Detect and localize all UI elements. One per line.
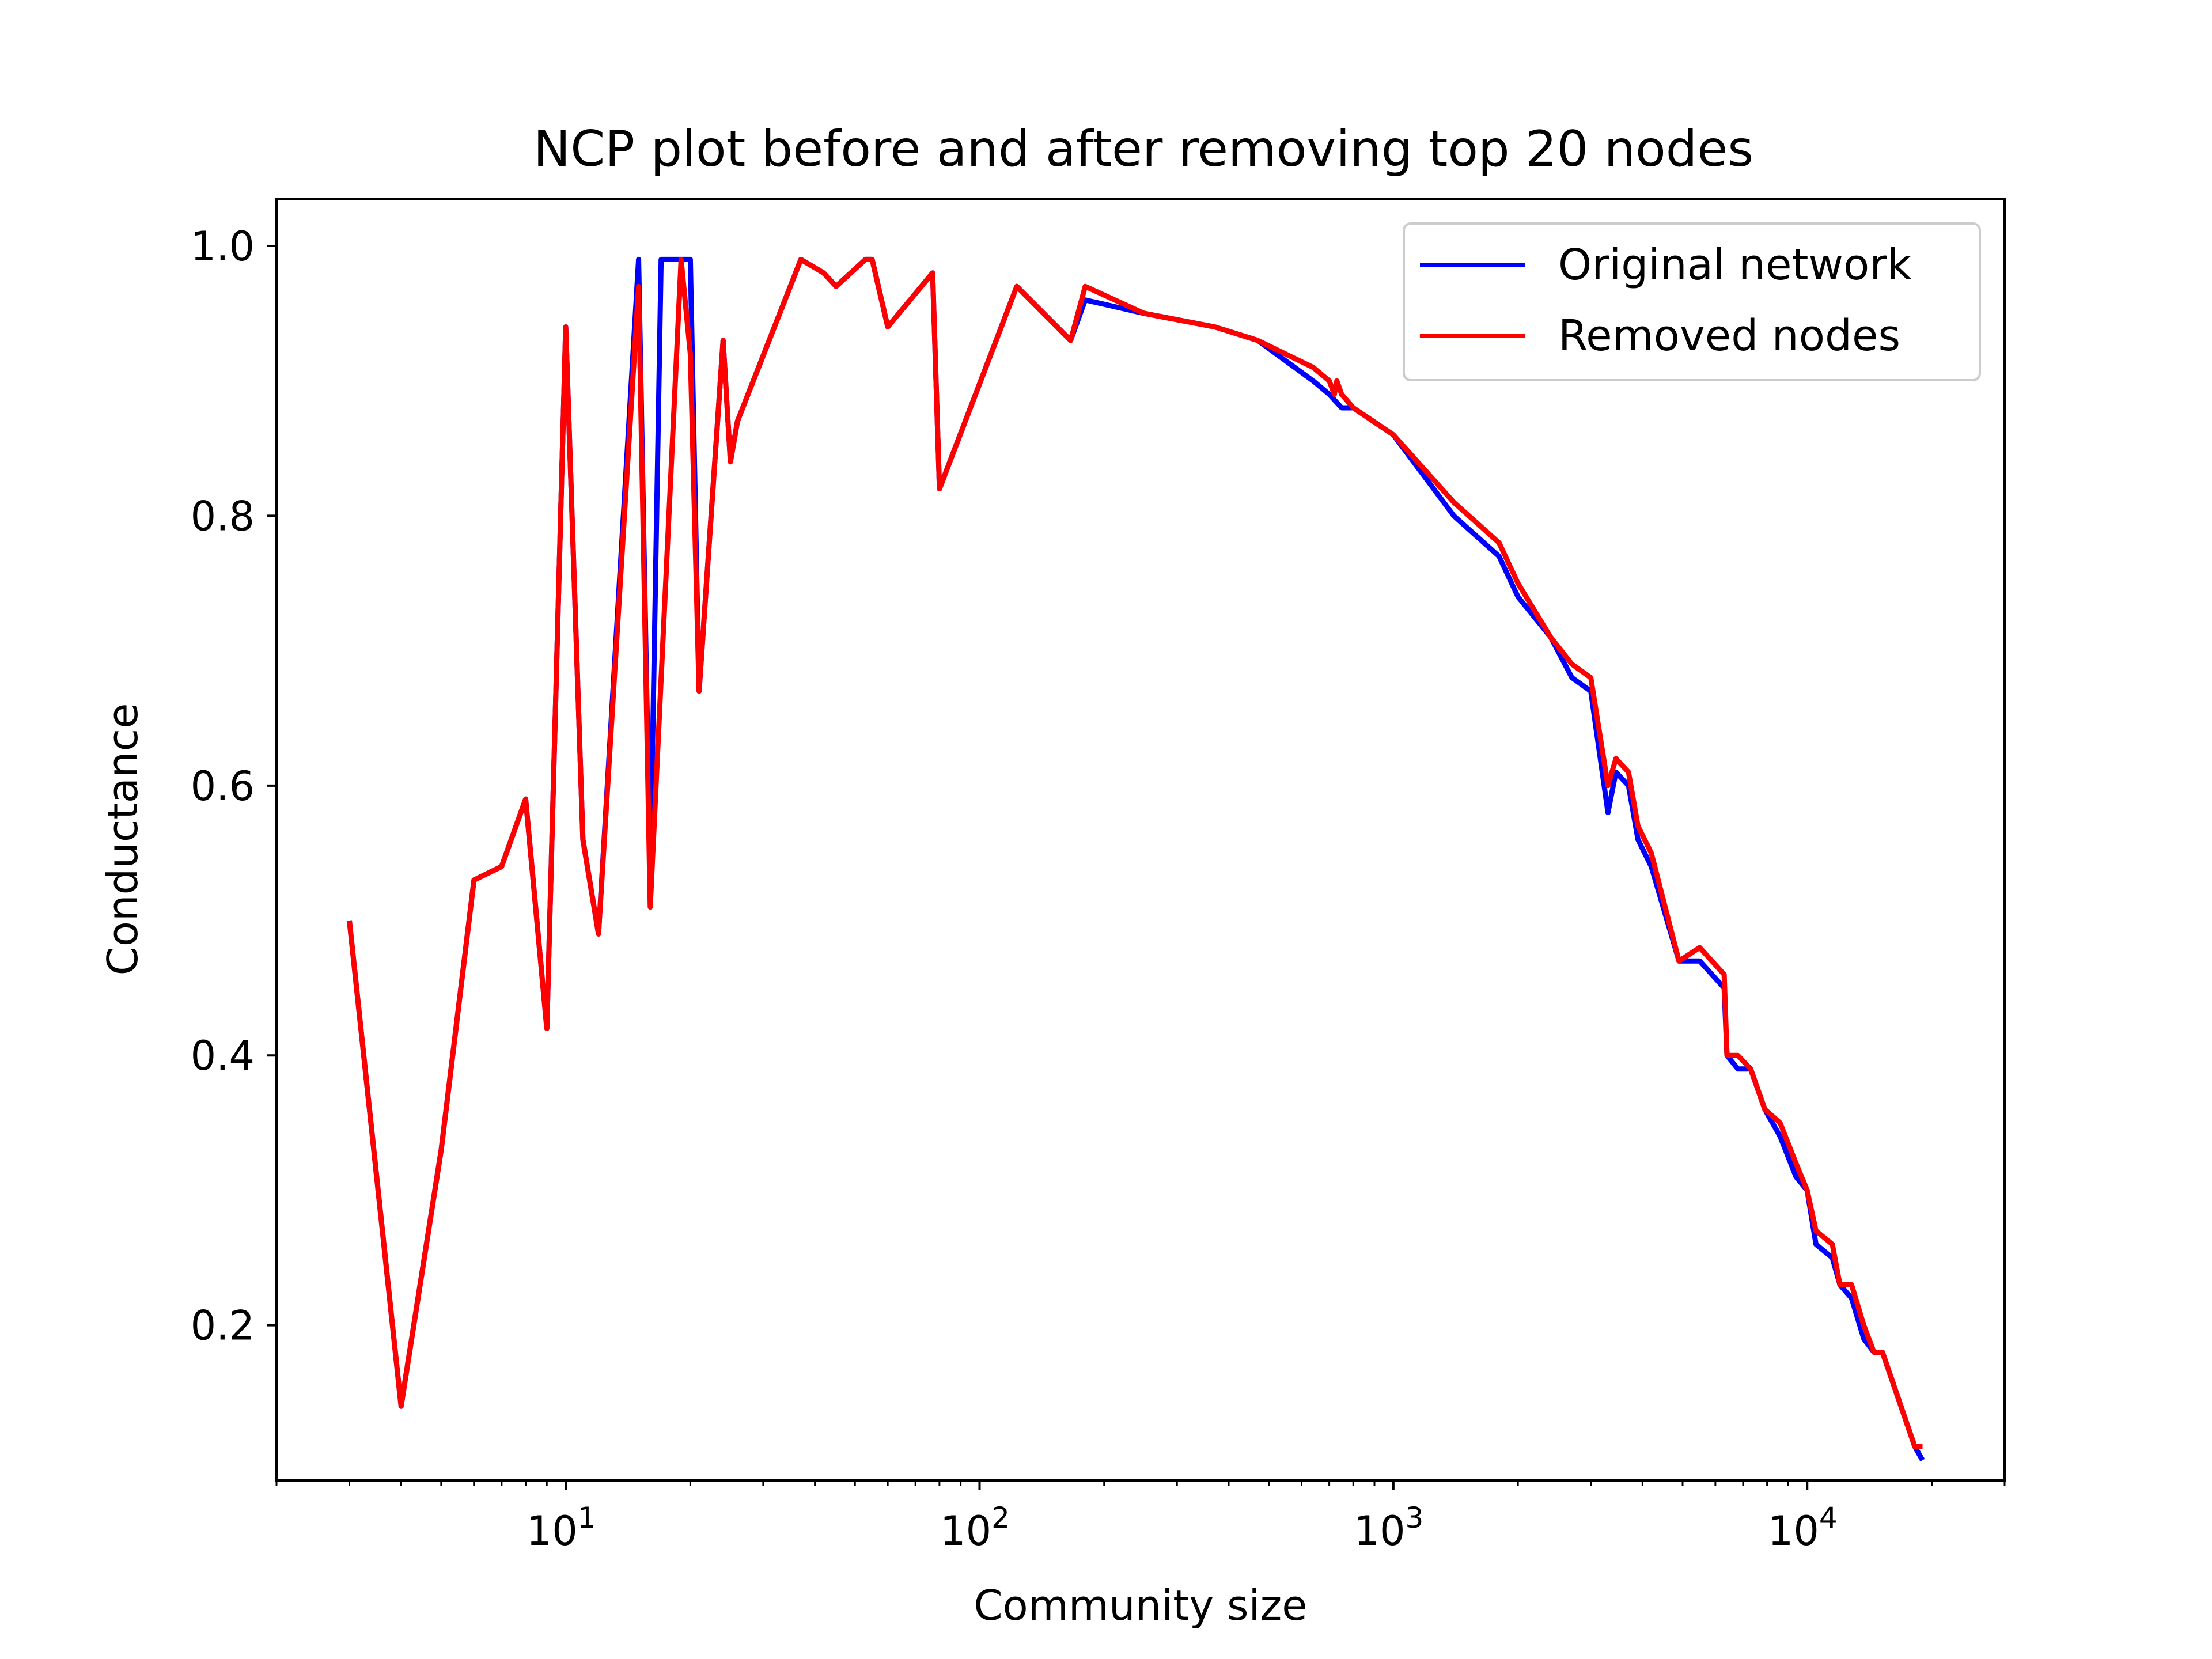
legend-label-removed: Removed nodes	[1558, 311, 1900, 361]
x-axis-label: Community size	[974, 1581, 1307, 1630]
series-layer	[347, 256, 1925, 1462]
y-axis: 0.2 0.4 0.6 0.8 1.0	[191, 223, 276, 1350]
y-tick-label: 0.2	[191, 1302, 255, 1350]
legend-label-original: Original network	[1558, 240, 1912, 290]
y-axis-label: Conductance	[99, 703, 147, 976]
legend-box	[1403, 222, 1981, 381]
series-line-removed-nodes	[347, 256, 1923, 1449]
y-tick-label: 0.4	[191, 1032, 255, 1080]
y-tick-label: 0.6	[191, 763, 255, 810]
legend: Original network Removed nodes	[1403, 222, 1981, 381]
plot-frame	[275, 198, 2006, 1482]
chart-title: NCP plot before and after removing top 2…	[533, 120, 1753, 178]
y-tick-label: 1.0	[191, 223, 255, 270]
y-tick-label: 0.8	[191, 493, 255, 540]
x-tick-label: 102	[940, 1501, 1010, 1555]
series-line-original-network	[347, 256, 1925, 1462]
